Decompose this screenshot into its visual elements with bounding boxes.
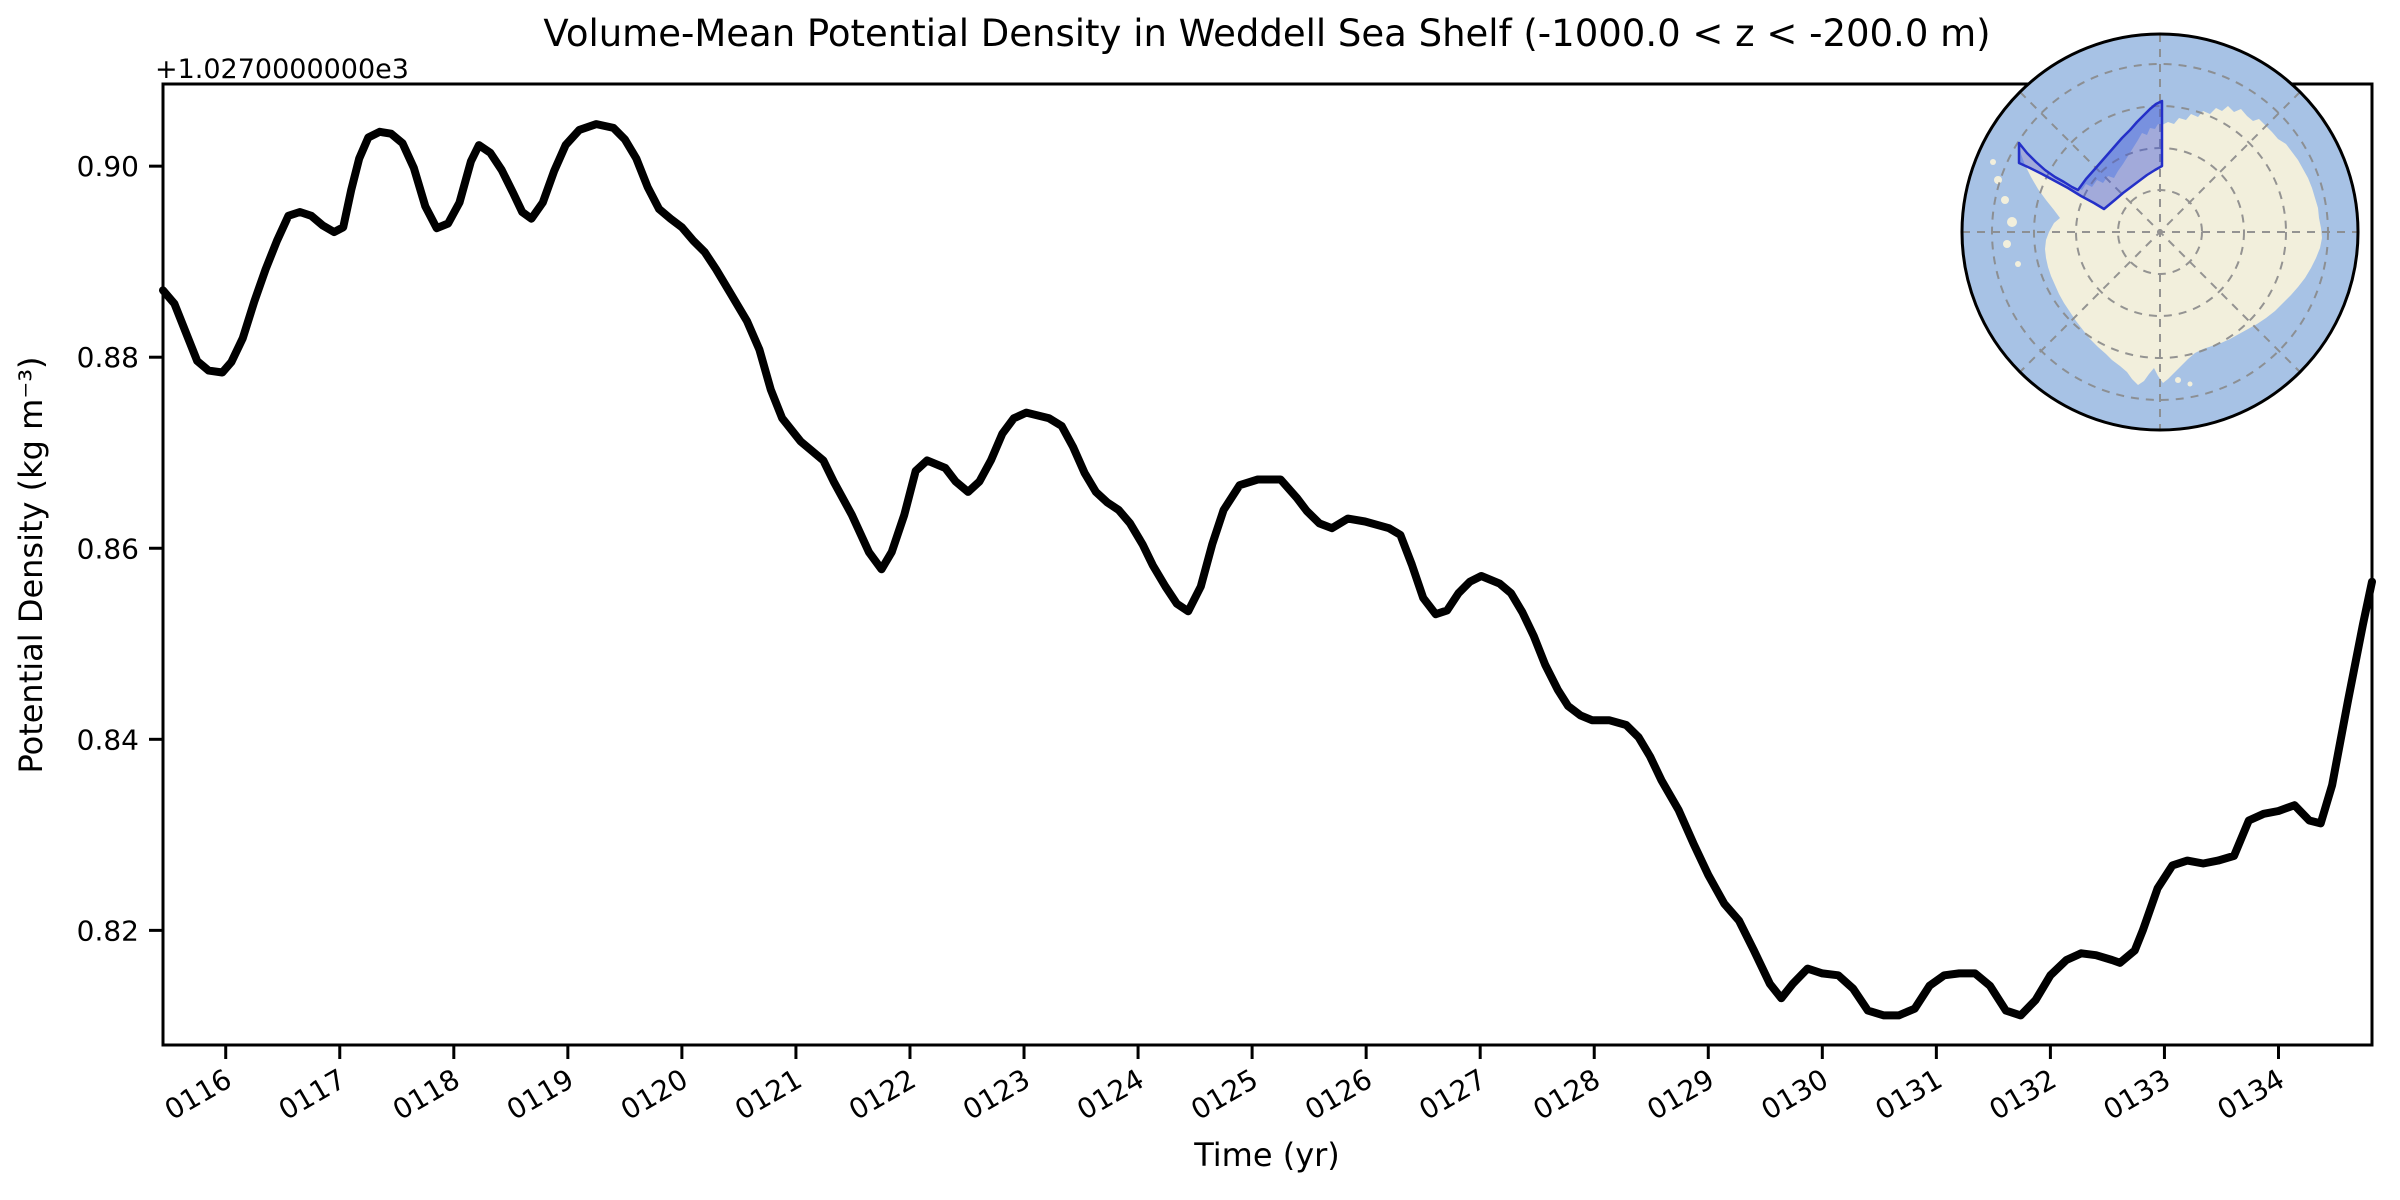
- x-tick-label: 0119: [501, 1062, 579, 1126]
- x-tick-label: 0120: [615, 1062, 693, 1126]
- graticule-circle: [2033, 105, 2287, 359]
- x-tick-label: 0118: [387, 1062, 465, 1126]
- y-axis-label: Potential Density (kg m⁻³): [12, 356, 50, 773]
- data-line-layer: [159, 120, 2376, 1020]
- x-tick-label: 0134: [2212, 1062, 2290, 1126]
- y-tick-label: 0.86: [77, 532, 139, 565]
- y-tick-label: 0.82: [77, 914, 139, 947]
- island: [2187, 381, 2193, 387]
- chart-title: Volume-Mean Potential Density in Weddell…: [543, 12, 1990, 55]
- island: [2001, 196, 2009, 204]
- x-tick-label: 0124: [1071, 1062, 1149, 1126]
- y-tick-label: 0.84: [77, 723, 139, 756]
- x-tick-label: 0125: [1185, 1062, 1263, 1126]
- x-tick-label: 0127: [1413, 1062, 1491, 1126]
- island: [1990, 159, 1996, 165]
- x-tick-label: 0133: [2098, 1062, 2176, 1126]
- island: [2015, 261, 2021, 267]
- data-line: [159, 120, 2376, 1020]
- graticule-circle: [2075, 147, 2245, 317]
- x-tick-label: 0131: [1870, 1062, 1948, 1126]
- island: [2175, 377, 2181, 383]
- x-tick-label: 0117: [273, 1062, 351, 1126]
- x-tick-label: 0122: [843, 1062, 921, 1126]
- island: [2003, 240, 2011, 248]
- antarctica-landmass: [2020, 106, 2322, 385]
- x-tick-label: 0126: [1299, 1062, 1377, 1126]
- x-tick-label: 0129: [1642, 1062, 1720, 1126]
- island: [2007, 217, 2017, 227]
- weddell-region-highlight: [2017, 99, 2164, 211]
- x-tick-label: 0116: [159, 1062, 237, 1126]
- x-tick-label: 0128: [1528, 1062, 1606, 1126]
- y-axis-offset-text: +1.0270000000e3: [155, 54, 409, 85]
- x-tick-label: 0123: [957, 1062, 1035, 1126]
- y-tick-label: 0.88: [77, 341, 139, 374]
- y-tick-label: 0.90: [77, 150, 139, 183]
- graticule: [1963, 35, 2357, 429]
- plot-border: [161, 82, 2374, 1047]
- x-tick-label: 0130: [1756, 1062, 1834, 1126]
- inset-border: [1960, 32, 2360, 432]
- inset-map: [1960, 32, 2360, 432]
- island: [1994, 176, 2002, 184]
- x-tick-label: 0121: [729, 1062, 807, 1126]
- x-tick-label: 0132: [1984, 1062, 2062, 1126]
- x-axis-label: Time (yr): [1193, 1136, 1340, 1174]
- graticule-meridian: [2019, 91, 2301, 373]
